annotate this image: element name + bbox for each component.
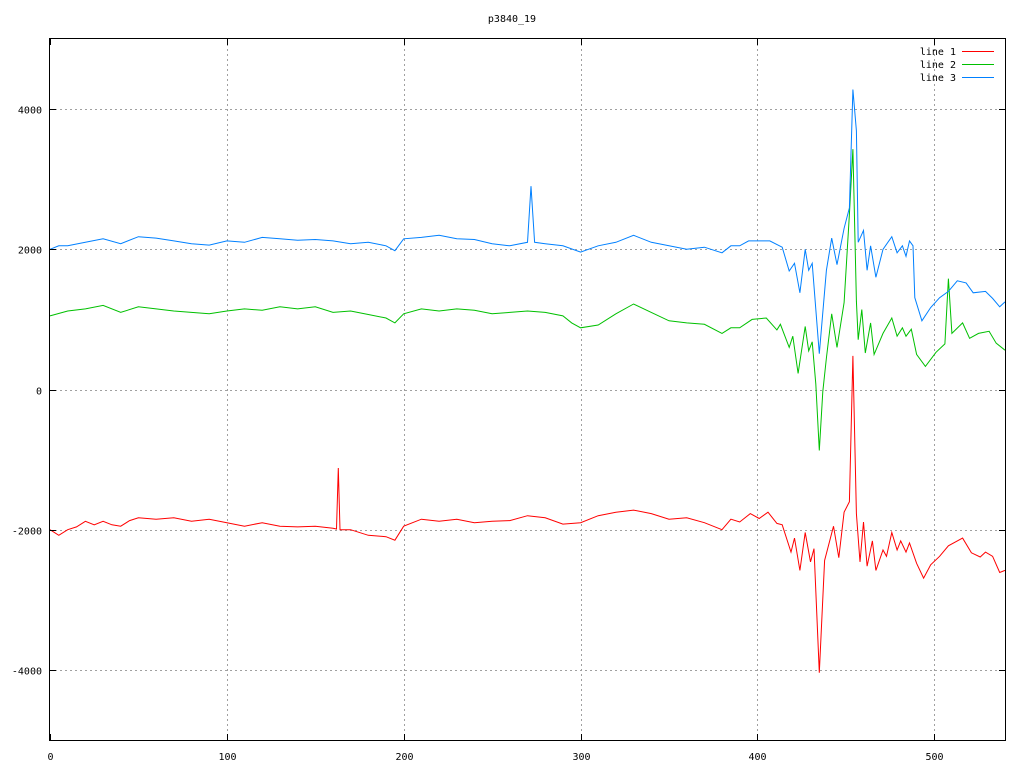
legend-label: line 3 bbox=[920, 73, 956, 84]
legend-label: line 2 bbox=[920, 60, 956, 71]
x-tick-label: 0 bbox=[47, 752, 53, 763]
series-lines bbox=[49, 89, 1006, 673]
x-tick-label: 500 bbox=[925, 752, 943, 763]
chart-title: p3840_19 bbox=[488, 14, 536, 25]
y-tick-label: -4000 bbox=[12, 667, 42, 678]
legend-label: line 1 bbox=[920, 47, 956, 58]
y-tick-label: -2000 bbox=[12, 527, 42, 538]
legend: line 1 line 2 line 3 bbox=[920, 47, 994, 84]
grid bbox=[50, 39, 1005, 740]
x-tick-label: 300 bbox=[572, 752, 590, 763]
y-tick-label: 2000 bbox=[18, 246, 42, 257]
x-tick-label: 200 bbox=[395, 752, 413, 763]
axes: 0 100 200 300 400 500 -4000 -2000 0 2000 4000 bbox=[12, 39, 1005, 763]
series-line-2 bbox=[49, 149, 1006, 451]
x-tick-label: 400 bbox=[748, 752, 766, 763]
y-tick-label: 4000 bbox=[18, 106, 42, 117]
series-line-1 bbox=[49, 355, 1006, 673]
x-tick-label: 100 bbox=[218, 752, 236, 763]
y-tick-label: 0 bbox=[36, 387, 42, 398]
series-line-3 bbox=[49, 89, 1006, 354]
plot-frame bbox=[49, 38, 1006, 741]
